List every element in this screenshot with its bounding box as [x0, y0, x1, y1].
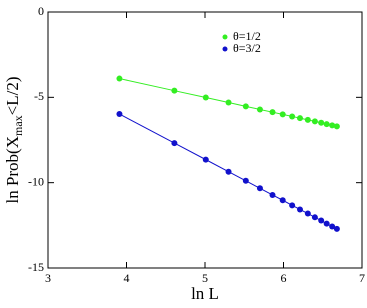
data-point — [311, 214, 318, 221]
x-tick-label: 5 — [202, 271, 208, 285]
series-line — [119, 113, 338, 230]
x-tick-label: 6 — [281, 271, 287, 285]
data-point — [225, 168, 232, 175]
x-tick-label: 7 — [359, 271, 365, 285]
data-point — [289, 202, 296, 209]
data-point — [202, 94, 209, 101]
data-point — [304, 210, 311, 217]
legend-label: θ=1/2 — [233, 29, 261, 43]
data-point — [202, 156, 209, 163]
legend-marker — [222, 34, 228, 40]
y-axis-label: ln Prob(Xmax<L/2) — [3, 76, 25, 203]
y-tick-label: -10 — [28, 174, 44, 188]
plot-frame — [47, 11, 363, 269]
data-point — [323, 220, 330, 227]
legend-box — [215, 30, 290, 56]
x-axis-label: ln L — [191, 284, 219, 303]
data-point — [329, 122, 336, 129]
data-point — [256, 185, 263, 192]
y-tick-label: -5 — [34, 89, 44, 103]
legend-label: θ=3/2 — [233, 41, 261, 55]
data-point — [333, 225, 340, 232]
data-point — [256, 106, 263, 113]
data-point — [333, 123, 340, 130]
data-point — [279, 197, 286, 204]
data-point — [171, 140, 178, 147]
y-label-end: <L/2) — [3, 76, 22, 115]
legend-marker — [222, 46, 228, 52]
data-point — [269, 191, 276, 198]
data-point — [329, 223, 336, 230]
data-point — [279, 111, 286, 118]
y-tick-label: 0 — [38, 4, 44, 18]
data-point — [289, 113, 296, 120]
data-point — [318, 119, 325, 126]
data-point — [116, 111, 123, 118]
data-point — [225, 99, 232, 106]
data-point — [116, 75, 123, 82]
data-point — [296, 115, 303, 122]
data-point — [323, 121, 330, 128]
data-point — [242, 103, 249, 110]
data-point — [318, 217, 325, 224]
data-point — [269, 109, 276, 116]
data-point — [296, 206, 303, 213]
data-point — [311, 118, 318, 125]
y-label-sub: max — [11, 115, 25, 136]
data-point — [242, 177, 249, 184]
y-tick-label: -15 — [28, 260, 44, 274]
x-tick-label: 4 — [124, 271, 130, 285]
x-tick-label: 3 — [45, 271, 51, 285]
data-point — [304, 116, 311, 123]
data-point — [171, 87, 178, 94]
y-label-main: ln Prob(X — [3, 136, 22, 204]
